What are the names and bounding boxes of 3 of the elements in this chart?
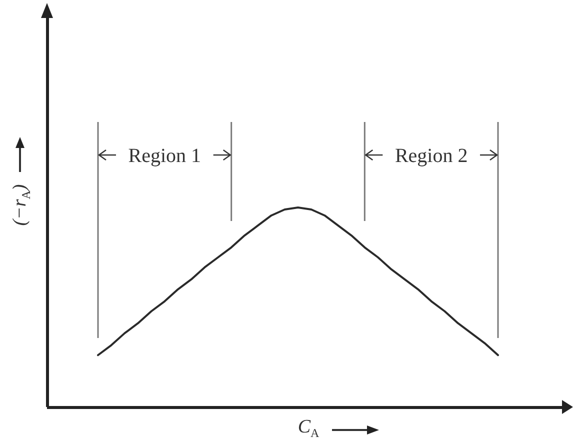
text: Region 1 (128, 145, 202, 167)
text: Region 2 (394, 145, 468, 167)
y-axis-title: (−rA) (10, 184, 33, 226)
